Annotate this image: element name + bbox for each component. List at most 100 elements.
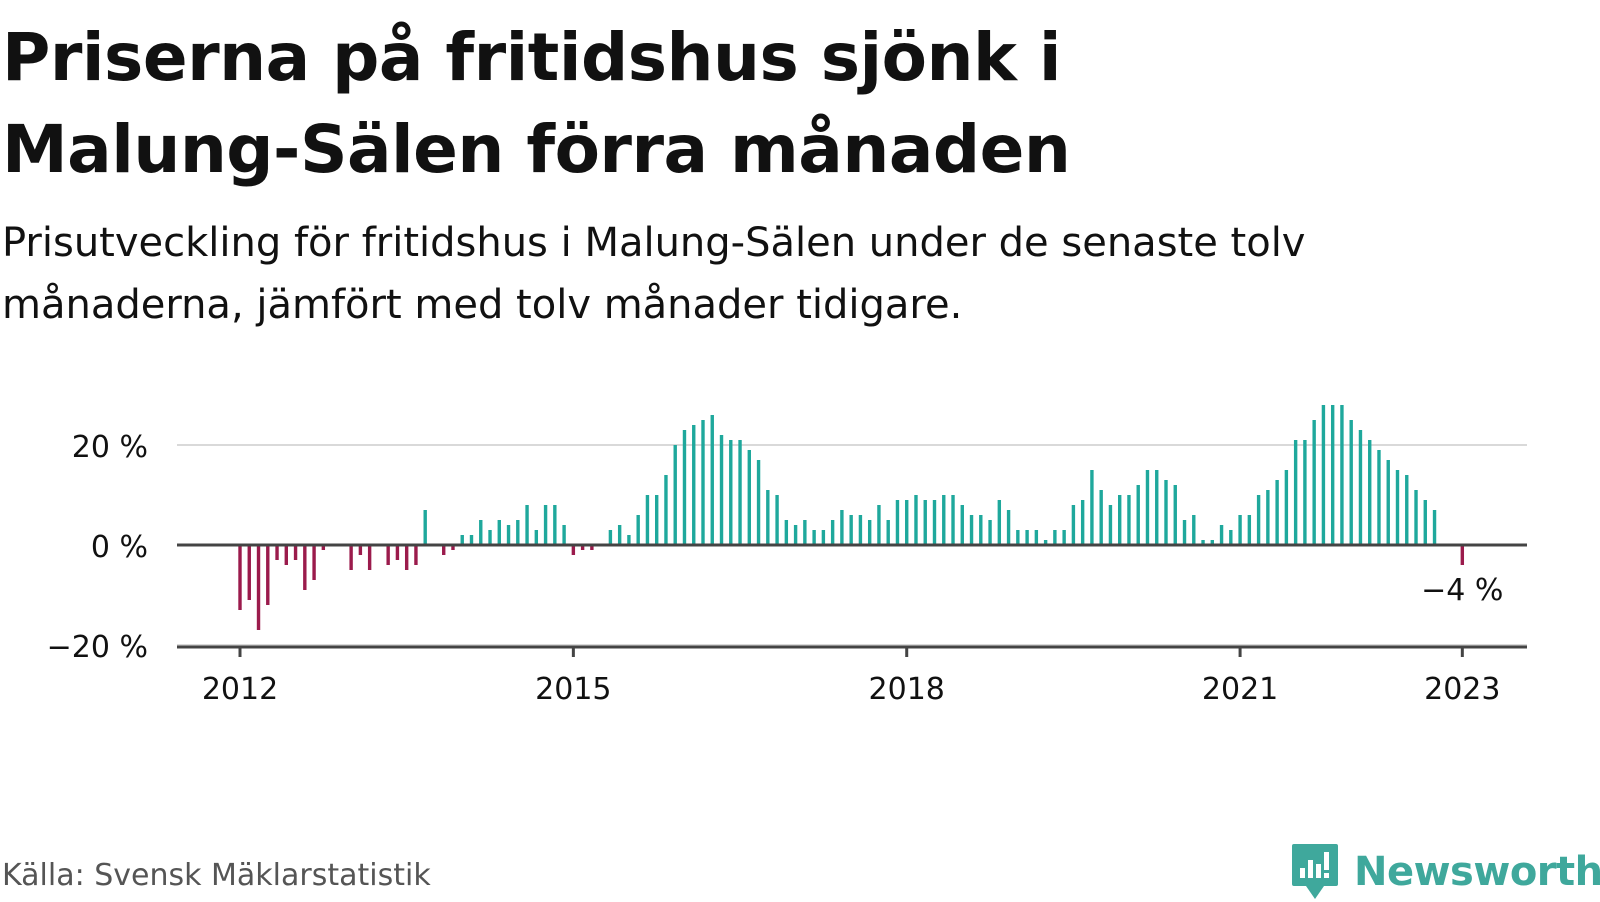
bar: [664, 475, 668, 545]
bar: [1358, 430, 1363, 545]
bar: [1386, 460, 1390, 545]
bar: [247, 545, 251, 600]
bar: [738, 440, 742, 545]
bar: [1182, 520, 1187, 545]
bar: [988, 520, 992, 545]
bar: [1395, 470, 1400, 545]
bar: [1071, 505, 1076, 545]
bar: [932, 500, 937, 545]
bar-chart: 20 % 0 % −20 % 2012 2015 2018 2021 2023 −4 %: [47, 405, 1527, 707]
bar: [1368, 440, 1372, 545]
bar: [488, 530, 492, 545]
bar: [747, 450, 751, 545]
y-tick-label: 20 %: [72, 430, 148, 465]
bar: [534, 530, 539, 545]
bar: [1025, 530, 1029, 545]
x-tick-label: 2012: [202, 672, 278, 707]
bar: [1201, 540, 1205, 545]
bar: [497, 520, 501, 545]
bar: [1053, 530, 1057, 545]
bar: [1377, 450, 1381, 545]
bar: [1108, 505, 1113, 545]
latest-value-label: −4 %: [1421, 573, 1503, 608]
bar: [1145, 470, 1150, 545]
bar: [1405, 475, 1409, 545]
bar: [617, 525, 622, 545]
bar: [1090, 470, 1094, 545]
bar: [1238, 515, 1242, 545]
bar: [821, 530, 826, 545]
bar: [321, 545, 326, 550]
bar: [840, 510, 844, 545]
bar: [543, 505, 548, 545]
bar: [293, 545, 298, 560]
bar: [451, 545, 455, 550]
bar: [1118, 495, 1122, 545]
bar: [729, 440, 733, 545]
bar: [303, 545, 307, 590]
bar: [1062, 530, 1066, 545]
bar: [803, 520, 807, 545]
y-tick-label: −20 %: [47, 630, 148, 665]
bar: [1080, 500, 1085, 545]
bar: [1127, 495, 1131, 545]
bar: [710, 415, 714, 545]
bar: [349, 545, 353, 570]
x-tick-label: 2023: [1424, 672, 1500, 707]
bar: [367, 545, 372, 570]
bar: [645, 495, 650, 545]
bar: [719, 435, 724, 545]
bar: [830, 520, 835, 545]
bar: [590, 545, 594, 550]
x-tick-label: 2015: [535, 672, 611, 707]
bar: [1340, 405, 1344, 545]
bar: [1219, 525, 1224, 545]
bar: [1423, 500, 1427, 545]
bar: [460, 535, 464, 545]
bar: [849, 515, 853, 545]
bar: [793, 525, 798, 545]
bar: [655, 495, 659, 545]
bar: [627, 535, 631, 545]
bar: [951, 495, 955, 545]
bar: [1136, 485, 1140, 545]
bar: [1349, 420, 1353, 545]
bar: [1414, 490, 1418, 545]
bar: [358, 545, 363, 555]
bar: [914, 495, 918, 545]
chart-title: Priserna på fritidshus sjönk i Malung-Sä…: [2, 19, 1071, 188]
bar: [1330, 405, 1335, 545]
bar: [858, 515, 863, 545]
bar: [886, 520, 890, 545]
chart-subtitle: Prisutveckling för fritidshus i Malung-S…: [2, 220, 1306, 328]
bar: [979, 515, 983, 545]
bar: [766, 490, 770, 545]
bar: [682, 430, 687, 545]
bar: [1034, 530, 1039, 545]
brand-name: Newsworthy: [1354, 849, 1600, 895]
bar: [923, 500, 927, 545]
bar: [1229, 530, 1233, 545]
bar: [312, 545, 316, 580]
bar: [386, 545, 390, 565]
bar: [1006, 510, 1011, 545]
bar: [275, 545, 279, 560]
bar: [414, 545, 418, 565]
bar: [469, 535, 474, 545]
bar: [1164, 480, 1168, 545]
bar: [553, 505, 557, 545]
bar: [1192, 515, 1196, 545]
bar: [692, 425, 696, 545]
bar: [395, 545, 400, 560]
bar: [516, 520, 520, 545]
bar: [895, 500, 900, 545]
y-tick-label: 0 %: [91, 530, 148, 565]
bar: [525, 505, 529, 545]
bar: [1043, 540, 1048, 545]
bar: [1256, 495, 1261, 545]
newsworthy-logo-icon: [1292, 844, 1338, 899]
bar: [1099, 490, 1103, 545]
bar: [636, 515, 640, 545]
bar: [256, 545, 261, 630]
bar: [1312, 420, 1316, 545]
